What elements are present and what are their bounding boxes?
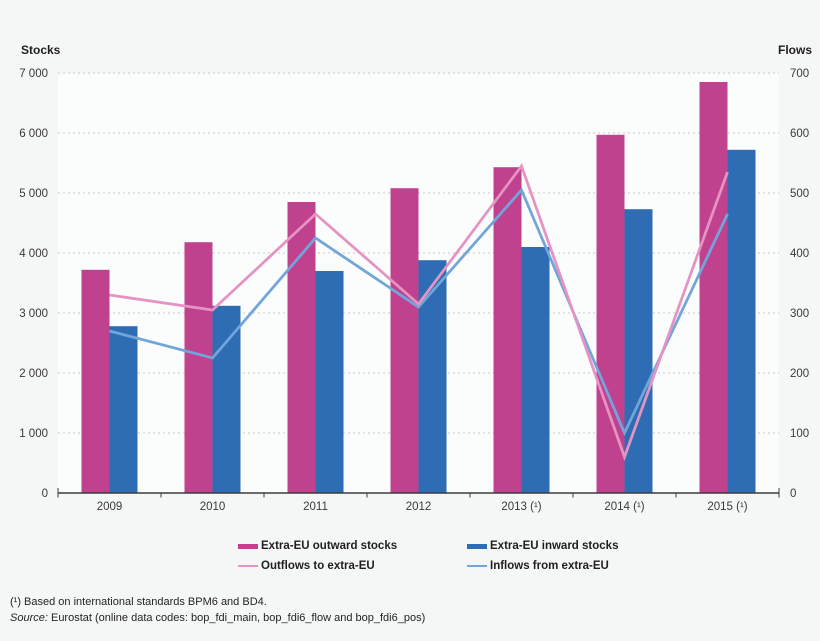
x-axis-year-label: 2010	[200, 501, 226, 513]
left-axis-tick-label: 3 000	[19, 308, 48, 320]
legend-item-inward-stocks: Extra-EU inward stocks	[467, 539, 618, 553]
legend-item-outflows: Outflows to extra-EU	[238, 559, 375, 573]
right-axis-tick-label: 200	[790, 368, 809, 380]
legend-swatch-inflows	[467, 565, 487, 567]
legend-label-inward-stocks: Extra-EU inward stocks	[490, 540, 619, 552]
right-axis-title: Flows	[778, 43, 813, 57]
bar-inward-stocks	[212, 305, 241, 493]
left-axis-tick-label: 6 000	[19, 128, 48, 140]
x-axis-year-label: 2013 (¹)	[501, 501, 541, 513]
left-axis-tick-label: 4 000	[19, 248, 48, 260]
legend-item-outward-stocks: Extra-EU outward stocks	[238, 539, 397, 553]
bar-inward-stocks	[109, 326, 138, 493]
legend-label-outflows: Outflows to extra-EU	[261, 560, 375, 572]
left-axis-tick-label: 1 000	[19, 428, 48, 440]
x-axis-year-label: 2011	[303, 501, 328, 513]
left-axis-title: Stocks	[21, 43, 61, 57]
x-axis-year-label: 2014 (¹)	[604, 501, 644, 513]
chart-plot-area: 7 000 700 6 000 600 5 000 500 4 000 400 3 000 300…	[19, 68, 809, 513]
right-axis-tick-label: 500	[790, 188, 809, 200]
footnote-bpm6: (¹) Based on international standards BPM…	[10, 596, 267, 608]
x-axis-year-label: 2015 (¹)	[707, 501, 747, 513]
left-axis-tick-label: 2 000	[19, 368, 48, 380]
bar-outward-stocks	[493, 167, 522, 493]
bar-inward-stocks	[727, 149, 756, 494]
footnotes: (¹) Based on international standards BPM…	[10, 594, 425, 626]
bar-inward-stocks	[315, 271, 344, 493]
bar-outward-stocks	[390, 188, 419, 493]
source-text: Eurostat (online data codes: bop_fdi_mai…	[47, 612, 426, 624]
legend-swatch-outflows	[238, 565, 258, 567]
bar-outward-stocks	[596, 134, 625, 494]
left-axis-tick-label: 5 000	[19, 188, 48, 200]
right-axis-tick-label: 300	[790, 308, 809, 320]
right-axis-tick-label: 400	[790, 248, 809, 260]
legend-item-inflows: Inflows from extra-EU	[467, 559, 609, 573]
bar-inward-stocks	[418, 260, 447, 493]
left-axis-tick-label: 7 000	[19, 68, 48, 80]
right-axis-tick-label: 0	[790, 488, 796, 500]
x-axis-year-label: 2009	[97, 501, 123, 513]
bar-outward-stocks	[81, 269, 110, 493]
line-inflows	[109, 187, 729, 437]
left-axis-tick-label: 0	[42, 488, 48, 500]
bar-outward-stocks	[699, 82, 728, 493]
line-outflows	[109, 163, 729, 462]
x-axis-year-label: 2012	[406, 501, 432, 513]
bar-inward-stocks	[624, 209, 653, 493]
legend-swatch-outward-stocks	[238, 543, 258, 549]
bar-outward-stocks	[184, 242, 213, 493]
bar-inward-stocks	[521, 247, 550, 493]
source-label: Source:	[10, 612, 48, 624]
right-axis-tick-label: 100	[790, 428, 809, 440]
right-axis-tick-label: 600	[790, 128, 809, 140]
bar-outward-stocks	[287, 202, 316, 493]
chart-legend: Extra-EU outward stocks Extra-EU inward …	[0, 0, 820, 572]
right-axis-tick-label: 700	[790, 68, 809, 80]
legend-swatch-inward-stocks	[467, 543, 487, 549]
footnote-source: Source: Eurostat (online data codes: bop…	[10, 610, 425, 626]
legend-label-inflows: Inflows from extra-EU	[490, 560, 609, 572]
legend-label-outward-stocks: Extra-EU outward stocks	[261, 540, 398, 552]
